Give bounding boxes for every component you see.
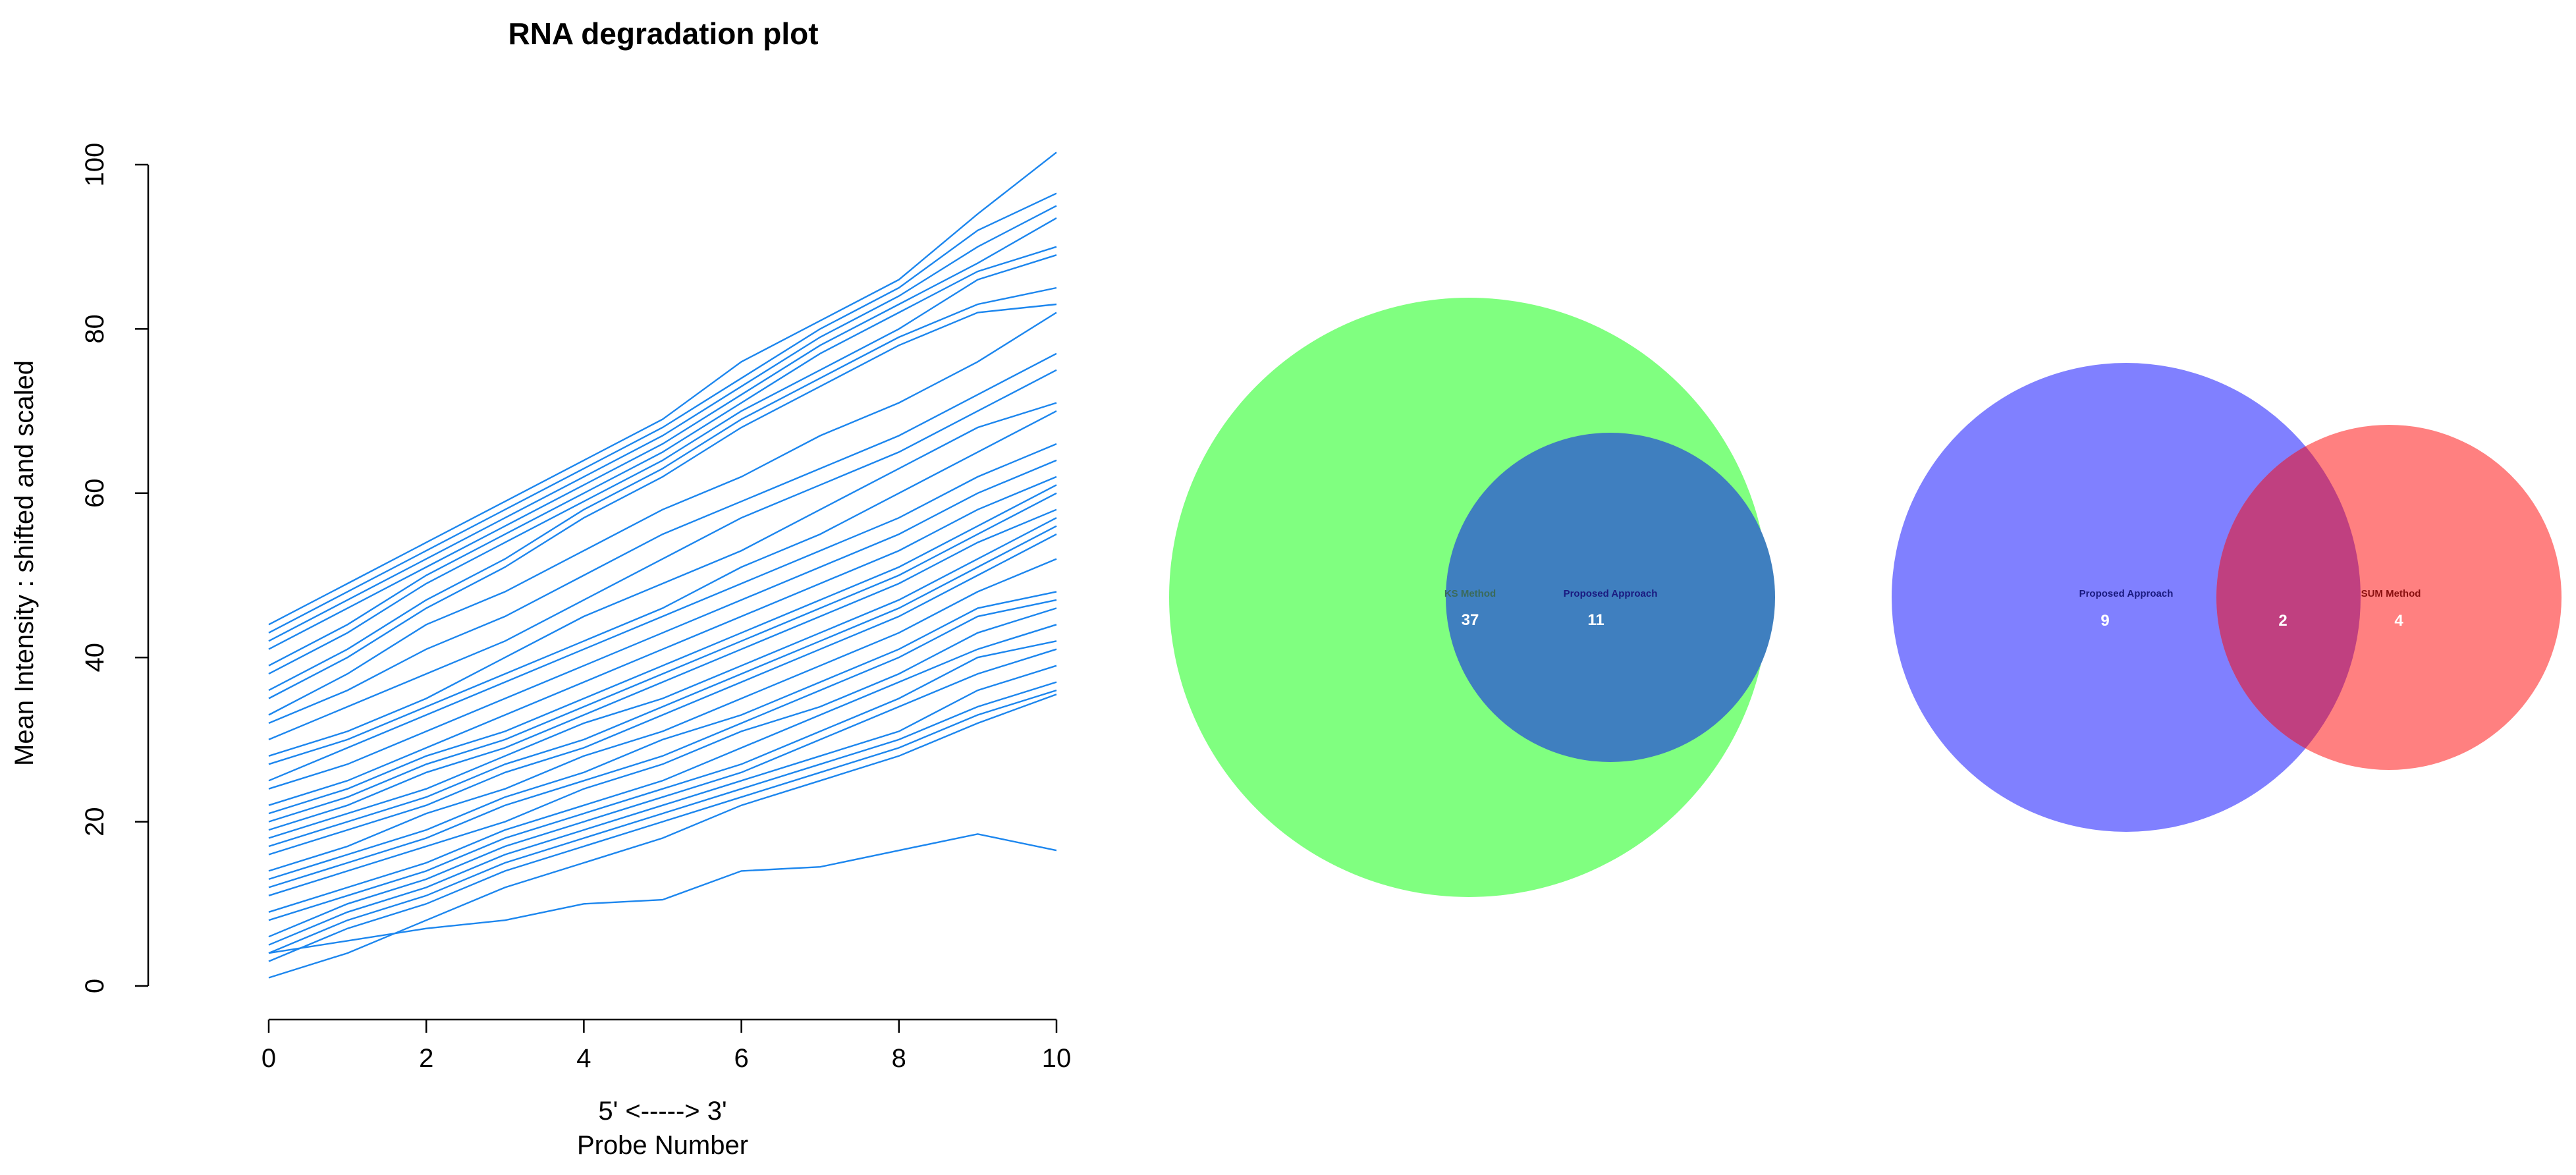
x-tick-label: 8	[892, 1044, 906, 1073]
series-line-3	[268, 205, 1057, 642]
series-line-20	[268, 517, 1057, 839]
series-line-23	[268, 558, 1057, 872]
x-axis-label: Probe Number	[577, 1131, 748, 1160]
venn-label-ks-method: KS Method	[1444, 588, 1496, 599]
series-line-4	[268, 217, 1057, 650]
series-line-1	[268, 151, 1057, 626]
series-line-19	[268, 508, 1057, 831]
series-line-30	[268, 665, 1057, 946]
x-tick-label: 0	[261, 1044, 276, 1073]
series-line-5	[268, 246, 1057, 667]
y-tick-label: 40	[80, 643, 109, 672]
rna-degradation-chart: RNA degradation plot 0 2 4 6 8 10020406080100…	[10, 16, 1071, 1160]
series-line-8	[268, 303, 1057, 699]
venn-label-proposed-approach: Proposed Approach	[1564, 588, 1658, 599]
y-tick-label: 60	[80, 479, 109, 508]
series-line-25	[268, 599, 1057, 888]
venn-label-sum-method: SUM Method	[2361, 588, 2421, 599]
venn-set-proposed-approach	[1446, 433, 1775, 762]
series-line-2	[268, 192, 1057, 634]
series-line-11	[268, 369, 1057, 741]
series-line-32	[268, 689, 1057, 962]
series-line-31	[268, 681, 1057, 954]
series-line-27	[268, 624, 1057, 913]
venn-count-intersection: 2	[2278, 612, 2287, 630]
venn-proposed-vs-sum: Proposed Approach SUM Method 9 2 4	[1892, 363, 2562, 832]
series-line-18	[268, 492, 1057, 823]
venn-count-ks-only: 37	[1462, 611, 1479, 629]
venn-intersection	[2216, 446, 2361, 749]
series-line-26	[268, 607, 1057, 896]
series-line-24	[268, 591, 1057, 881]
series-line-12	[268, 402, 1057, 757]
series-line-14	[268, 443, 1057, 782]
series-line-21	[268, 525, 1057, 848]
series-line-13	[268, 410, 1057, 765]
x-tick-label: 6	[734, 1044, 748, 1073]
y-tick-label: 100	[80, 143, 109, 187]
x-tick-label: 4	[576, 1044, 591, 1073]
series-lines	[268, 151, 1057, 979]
venn-count-proposed-only: 9	[2100, 612, 2109, 630]
y-tick-label: 80	[80, 314, 109, 344]
y-axis-label: Mean Intensity : shifted and scaled	[10, 360, 39, 766]
x-axis-secondary-label: 5' <-----> 3'	[598, 1097, 726, 1126]
chart-title: RNA degradation plot	[508, 16, 818, 51]
venn-set-proposed-approach	[1892, 363, 2361, 832]
x-tick-label: 2	[419, 1044, 433, 1073]
series-line-29	[268, 648, 1057, 938]
series-line-10	[268, 352, 1057, 724]
series-line-7	[268, 287, 1057, 692]
series-line-6	[268, 254, 1057, 675]
venn-count-sum-only: 4	[2394, 612, 2403, 630]
series-line-9	[268, 312, 1057, 716]
venn-ks-vs-proposed: KS Method Proposed Approach 37 11	[1169, 298, 1775, 897]
venn-label-proposed-approach: Proposed Approach	[2079, 588, 2174, 599]
series-line-34	[268, 833, 1057, 954]
series-line-22	[268, 533, 1057, 856]
series-line-33	[268, 694, 1057, 979]
series-line-16	[268, 476, 1057, 806]
y-tick-label: 20	[80, 807, 109, 836]
y-tick-label: 0	[80, 979, 109, 993]
venn-count-proposed-only: 11	[1587, 611, 1604, 629]
x-tick-label: 10	[1042, 1044, 1072, 1073]
series-line-17	[268, 484, 1057, 815]
series-line-28	[268, 640, 1057, 921]
series-line-15	[268, 459, 1057, 790]
